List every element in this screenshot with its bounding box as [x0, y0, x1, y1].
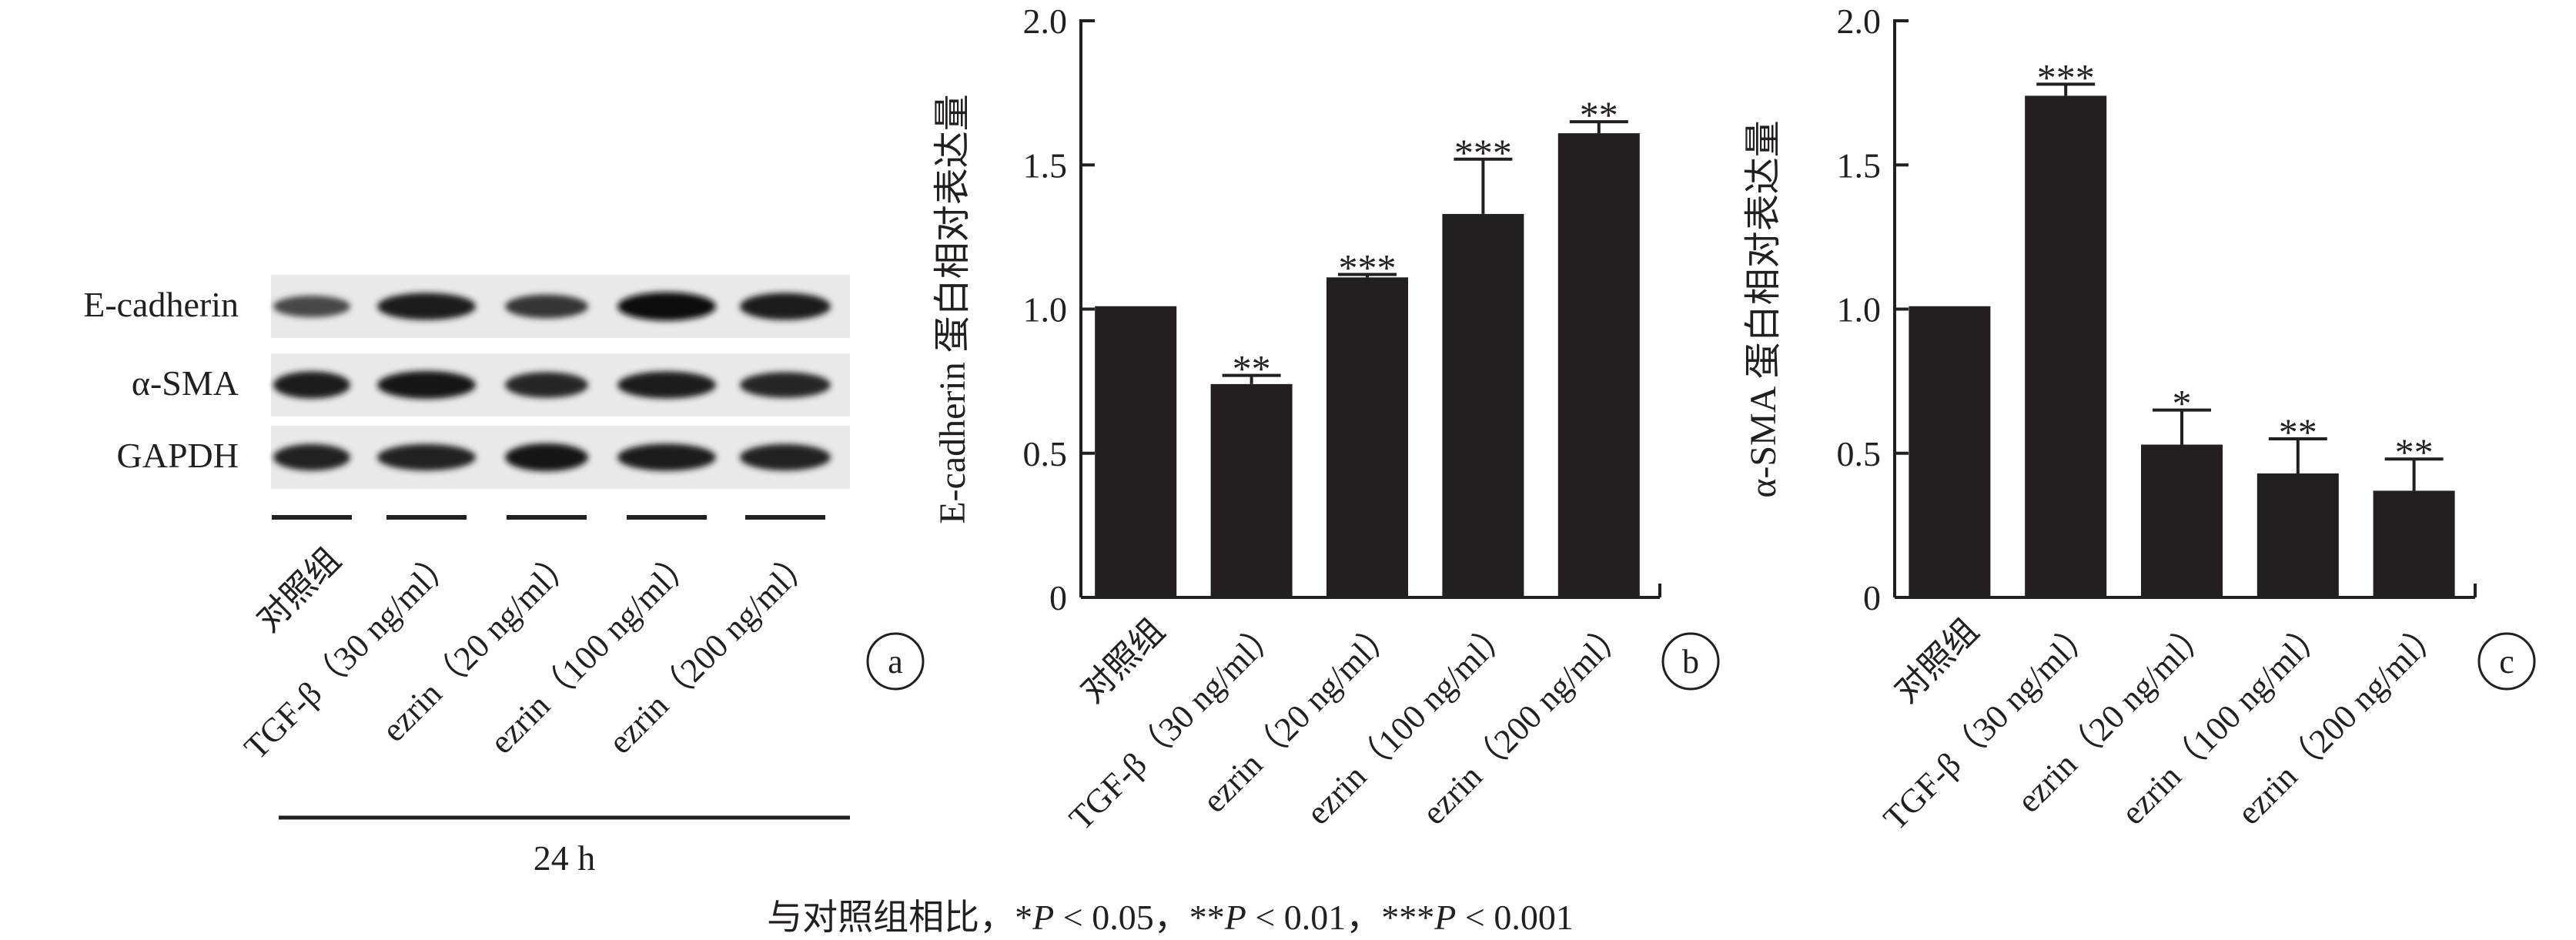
- y-axis-label: E-cadherin 蛋白相对表达量: [932, 94, 973, 524]
- significance-label: ***: [1339, 246, 1397, 289]
- x-tick-label: ezrin（100 ng/ml）: [1299, 611, 1519, 831]
- panel-letter-a-circle: [866, 632, 925, 691]
- x-tick-label: 对照组: [1887, 611, 1986, 710]
- lane-label: TGF-β（30 ng/ml）: [237, 540, 463, 766]
- panel-letter-a-text: a: [888, 643, 903, 681]
- lane-label: 对照组: [249, 540, 348, 639]
- blot-row-label: α-SMA: [132, 363, 239, 403]
- significance-label: **: [2279, 410, 2317, 453]
- blot-band: [505, 372, 588, 398]
- significance-label: **: [1580, 93, 1618, 136]
- bar: [1557, 133, 1640, 597]
- y-tick-label: 2.0: [1023, 2, 1068, 41]
- panel-letter-b-text: b: [1682, 643, 1699, 681]
- significance-label: ***: [2037, 55, 2095, 99]
- blot-band: [273, 295, 350, 318]
- bar: [2257, 473, 2339, 597]
- y-tick-label: 0: [1863, 578, 1881, 617]
- bar: [1909, 306, 1991, 597]
- panel-letter-a: a: [866, 632, 925, 691]
- chart-c: 00.51.01.52.0α-SMA 蛋白相对表达量对照组***TGF-β（30…: [1743, 2, 2536, 838]
- significance-label: **: [2395, 430, 2434, 473]
- blot-band: [617, 443, 716, 471]
- x-tick-label: 对照组: [1073, 611, 1172, 710]
- x-tick-label: ezrin（200 ng/ml）: [2230, 611, 2451, 831]
- y-axis-label: α-SMA 蛋白相对表达量: [1743, 120, 1784, 498]
- y-tick-label: 0.5: [1837, 434, 1882, 473]
- blot-band: [377, 443, 476, 471]
- lane-label: ezrin（100 ng/ml）: [483, 540, 703, 761]
- panel-letter-b: b: [1661, 632, 1720, 691]
- panel-letter-b-circle: [1661, 632, 1720, 691]
- blot-band: [740, 293, 831, 320]
- lane-label: ezrin（200 ng/ml）: [601, 540, 821, 761]
- blot-band: [505, 443, 588, 472]
- y-tick-label: 1.0: [1023, 290, 1068, 330]
- blot-row-label: E-cadherin: [83, 285, 239, 324]
- x-tick-label: ezrin（200 ng/ml）: [1415, 611, 1635, 831]
- bar: [1326, 277, 1408, 597]
- x-tick-label: TGF-β（30 ng/ml）: [1876, 611, 2102, 837]
- bar: [2141, 444, 2223, 597]
- bar: [2025, 95, 2107, 598]
- blot-band: [740, 372, 831, 398]
- y-tick-label: 1.5: [1837, 146, 1882, 185]
- blot-band: [617, 292, 716, 321]
- y-tick-label: 0: [1049, 578, 1067, 617]
- panel-letter-c-circle: [2477, 632, 2536, 691]
- footnote: 与对照组相比，*P < 0.05，**P < 0.01，***P < 0.001: [767, 898, 1574, 937]
- significance-label: **: [1233, 347, 1271, 390]
- blot-band: [377, 370, 476, 400]
- time-label: 24 h: [534, 838, 596, 878]
- blot-band: [740, 443, 831, 471]
- bar: [2373, 490, 2455, 597]
- blot-row-label: GAPDH: [117, 436, 239, 475]
- y-tick-label: 0.5: [1023, 434, 1068, 473]
- blot-band: [617, 371, 716, 399]
- significance-label: *: [2173, 382, 2192, 425]
- blot-band: [377, 293, 476, 320]
- y-tick-label: 2.0: [1837, 2, 1882, 41]
- x-tick-label: TGF-β（30 ng/ml）: [1062, 611, 1287, 837]
- significance-label: ***: [1454, 131, 1512, 174]
- bar: [1442, 213, 1524, 597]
- x-tick-label: ezrin（20 ng/ml）: [2010, 611, 2219, 820]
- panel-letter-c: c: [2477, 632, 2536, 691]
- bar: [1095, 306, 1177, 597]
- panel-letter-c-text: c: [2499, 643, 2514, 681]
- bar: [1210, 383, 1293, 597]
- y-tick-label: 1.0: [1837, 290, 1882, 330]
- x-tick-label: ezrin（100 ng/ml）: [2114, 611, 2334, 831]
- blot-band: [505, 294, 588, 319]
- blot-band: [273, 443, 350, 471]
- blot-band: [273, 371, 350, 399]
- x-tick-label: ezrin（20 ng/ml）: [1196, 611, 1404, 820]
- y-tick-label: 1.5: [1023, 146, 1068, 185]
